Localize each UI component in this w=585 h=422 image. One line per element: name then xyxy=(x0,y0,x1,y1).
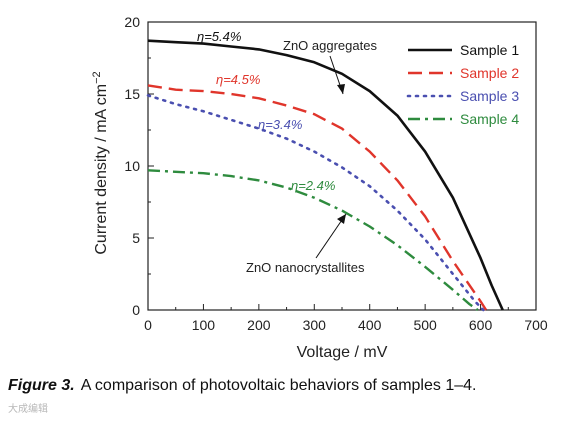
legend-label-sample-2: Sample 2 xyxy=(460,65,519,81)
caption-lead: Figure 3. xyxy=(8,377,75,394)
watermark: 大成编辑 xyxy=(8,404,48,415)
series-line-sample-3 xyxy=(146,94,485,312)
y-tick-label-10: 10 xyxy=(124,158,140,174)
x-tick-label-200: 200 xyxy=(247,317,271,333)
chart: 0 100 200 300 400 500 600 700 0 5 10 15 20 Voltage … xyxy=(91,14,548,361)
x-tick-label-0: 0 xyxy=(144,317,152,333)
x-tick-label-400: 400 xyxy=(358,317,382,333)
series-line-sample-2 xyxy=(147,84,488,311)
x-axis: 0 100 200 300 400 500 600 700 xyxy=(144,304,548,333)
annotation-nanocrystallites-arrowhead xyxy=(337,214,346,224)
x-tick-label-600: 600 xyxy=(469,317,493,333)
x-axis-label: Voltage / mV xyxy=(297,344,388,361)
series-line-sample-4 xyxy=(147,169,479,311)
efficiency-label-sample-3: η=3.4% xyxy=(258,117,302,132)
x-tick-label-500: 500 xyxy=(413,317,437,333)
y-tick-label-5: 5 xyxy=(132,230,140,246)
x-tick-label-100: 100 xyxy=(192,317,216,333)
y-axis-label-sup: −2 xyxy=(91,71,103,84)
annotation-nanocrystallites: ZnO nanocrystallites xyxy=(246,260,365,275)
x-tick-label-300: 300 xyxy=(303,317,327,333)
figure-caption: Figure 3. A comparison of photovoltaic be… xyxy=(8,377,583,395)
efficiency-label-sample-2: η=4.5% xyxy=(216,72,260,87)
y-tick-label-20: 20 xyxy=(124,14,140,30)
series-line-sample-1 xyxy=(147,39,504,311)
y-tick-label-0: 0 xyxy=(132,302,140,318)
caption-text: A comparison of photovoltaic behaviors o… xyxy=(80,377,477,394)
annotation-aggregates: ZnO aggregates xyxy=(283,38,377,53)
y-axis: 0 5 10 15 20 xyxy=(124,14,154,318)
legend-label-sample-4: Sample 4 xyxy=(460,111,519,127)
legend-label-sample-3: Sample 3 xyxy=(460,88,519,104)
x-tick-label-700: 700 xyxy=(524,317,548,333)
y-tick-label-15: 15 xyxy=(124,86,140,102)
y-axis-label-main: Current density / mA cm xyxy=(93,84,110,255)
efficiency-label-sample-4: η=2.4% xyxy=(291,178,335,193)
legend-label-sample-1: Sample 1 xyxy=(460,42,519,58)
annotation-aggregates-arrowhead xyxy=(337,84,345,94)
series-layer xyxy=(146,39,504,312)
legend: Sample 1 Sample 2 Sample 3 Sample 4 xyxy=(406,42,519,127)
efficiency-label-sample-1: η=5.4% xyxy=(197,29,241,44)
y-axis-label: Current density / mA cm−2 xyxy=(91,71,110,254)
